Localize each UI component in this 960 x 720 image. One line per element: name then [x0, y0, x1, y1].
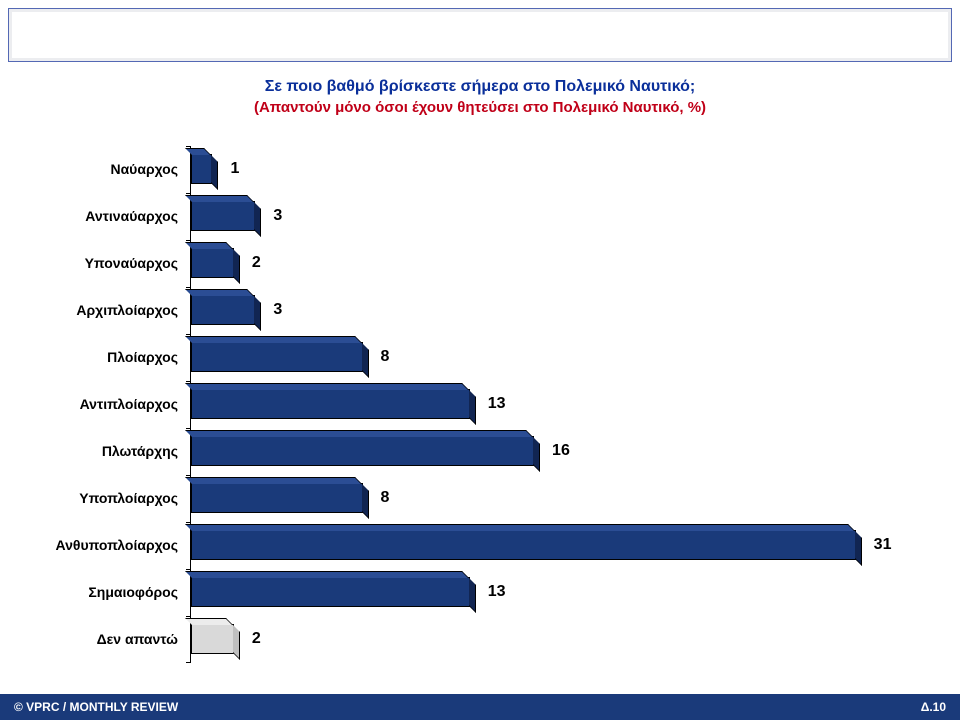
y-axis-labels: ΝαύαρχοςΑντιναύαρχοςΥποναύαρχοςΑρχιπλοία… — [40, 146, 190, 663]
bar-row: 8 — [191, 475, 920, 522]
bar-side-facet — [533, 437, 540, 472]
bar-side-facet — [362, 484, 369, 519]
bar-top-facet — [185, 195, 254, 202]
bar-side-facet — [254, 202, 261, 237]
bar-row: 13 — [191, 569, 920, 616]
bar-side-facet — [469, 578, 476, 613]
bar-row: 3 — [191, 287, 920, 334]
category-label: Ναύαρχος — [40, 146, 190, 193]
bar — [191, 530, 856, 560]
bar-value: 8 — [381, 489, 390, 507]
footer-page-number: Δ.10 — [921, 700, 946, 714]
bar-value: 13 — [488, 395, 506, 413]
bar-row: 3 — [191, 193, 920, 240]
bar-row: 2 — [191, 616, 920, 663]
category-label: Πλοίαρχος — [40, 334, 190, 381]
category-label: Δεν απαντώ — [40, 616, 190, 663]
bar-top-facet — [185, 430, 533, 437]
bar-row: 2 — [191, 240, 920, 287]
bar-value: 31 — [874, 536, 892, 554]
bar — [191, 389, 470, 419]
bar-row: 1 — [191, 146, 920, 193]
category-label: Υποπλοίαρχος — [40, 475, 190, 522]
subtitle-block: Σε ποιο βαθμό βρίσκεστε σήμερα στο Πολεμ… — [0, 76, 960, 118]
bar-top-facet — [185, 336, 362, 343]
footer-credit: © VPRC / MONTHLY REVIEW — [14, 700, 178, 714]
bar-top-facet — [185, 383, 469, 390]
bar-value: 3 — [273, 207, 282, 225]
bar-top-facet — [185, 289, 254, 296]
bar-value: 2 — [252, 254, 261, 272]
bar-value: 8 — [381, 348, 390, 366]
bar-top-facet — [185, 242, 233, 249]
bar — [191, 248, 234, 278]
bar-side-facet — [233, 625, 240, 660]
survey-question: Σε ποιο βαθμό βρίσκεστε σήμερα στο Πολεμ… — [0, 76, 960, 98]
bar — [191, 154, 212, 184]
bar-rows: 132381316831132 — [191, 146, 920, 663]
plot-area: 132381316831132 — [190, 146, 920, 663]
bar-value: 16 — [552, 442, 570, 460]
hbar-chart: ΝαύαρχοςΑντιναύαρχοςΥποναύαρχοςΑρχιπλοία… — [40, 146, 920, 663]
survey-note: (Απαντούν μόνο όσοι έχουν θητεύσει στο Π… — [0, 98, 960, 118]
category-label: Υποναύαρχος — [40, 240, 190, 287]
bar-row: 8 — [191, 334, 920, 381]
category-label: Αντιπλοίαρχος — [40, 381, 190, 428]
category-label: Αντιναύαρχος — [40, 193, 190, 240]
header-panel: ΔΗΜΟΓΡΑΦΙΚΗ ΚΑΤΑΝΟΜΗ — [8, 8, 952, 62]
bar-top-facet — [185, 618, 233, 625]
category-label: Σημαιοφόρος — [40, 569, 190, 616]
bar-value: 1 — [230, 160, 239, 178]
bar-side-facet — [254, 296, 261, 331]
bar — [191, 295, 255, 325]
bar-row: 16 — [191, 428, 920, 475]
bar-value: 2 — [252, 630, 261, 648]
page-title: ΔΗΜΟΓΡΑΦΙΚΗ ΚΑΤΑΝΟΜΗ — [329, 22, 631, 48]
bar — [191, 483, 363, 513]
category-label: Αρχιπλοίαρχος — [40, 287, 190, 334]
bar-top-facet — [185, 524, 855, 531]
bar — [191, 342, 363, 372]
bar-side-facet — [233, 249, 240, 284]
footer-bar: © VPRC / MONTHLY REVIEW Δ.10 — [0, 694, 960, 720]
bar-row: 13 — [191, 381, 920, 428]
bar-top-facet — [185, 571, 469, 578]
bar — [191, 201, 255, 231]
bar — [191, 624, 234, 654]
category-label: Ανθυποπλοίαρχος — [40, 522, 190, 569]
chart-container: ΝαύαρχοςΑντιναύαρχοςΥποναύαρχοςΑρχιπλοία… — [0, 118, 960, 694]
bar — [191, 436, 534, 466]
bar-value: 13 — [488, 583, 506, 601]
bar-top-facet — [185, 477, 362, 484]
bar-side-facet — [362, 343, 369, 378]
bar-value: 3 — [273, 301, 282, 319]
bar-row: 31 — [191, 522, 920, 569]
slide-page: ΔΗΜΟΓΡΑΦΙΚΗ ΚΑΤΑΝΟΜΗ Σε ποιο βαθμό βρίσκ… — [0, 0, 960, 720]
bar-side-facet — [855, 531, 862, 566]
bar — [191, 577, 470, 607]
bar-side-facet — [211, 155, 218, 190]
category-label: Πλωτάρχης — [40, 428, 190, 475]
bar-side-facet — [469, 390, 476, 425]
